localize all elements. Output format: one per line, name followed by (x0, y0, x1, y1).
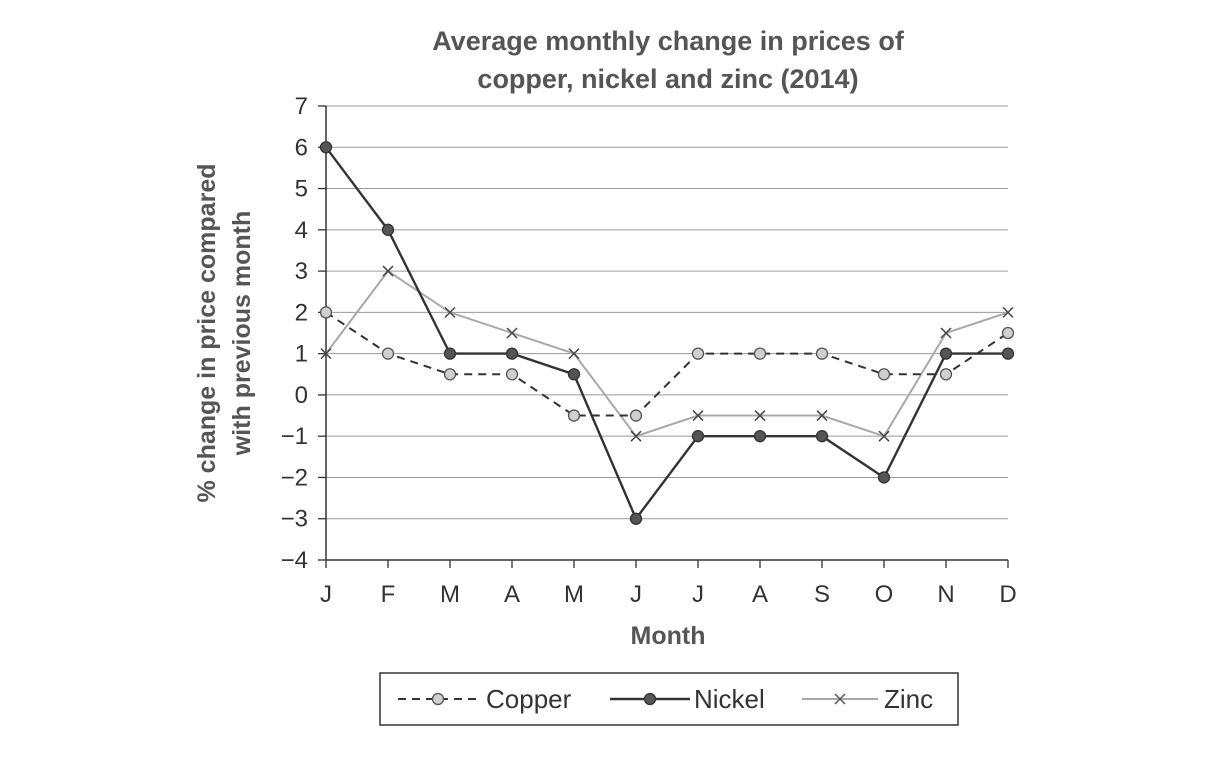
y-tick-label: 1 (295, 341, 308, 368)
y-tick-label: −1 (281, 423, 308, 450)
point-zinc (320, 348, 332, 360)
x-tick-label: J (692, 581, 704, 608)
y-tick-label: 6 (295, 134, 308, 161)
point-copper (381, 347, 395, 360)
x-tick-label: J (630, 581, 642, 608)
point-copper (1001, 326, 1015, 340)
point-zinc (506, 327, 518, 339)
point-copper (629, 409, 643, 422)
legend-label-nickel: Nickel (694, 684, 765, 714)
legend-entry-nickel: Nickel (610, 684, 765, 714)
y-tick-label: 0 (295, 382, 308, 409)
point-zinc (1002, 306, 1014, 318)
y-tick-label: 5 (295, 176, 308, 203)
point-zinc (382, 265, 394, 277)
chart-title-line-2: copper, nickel and zinc (2014) (477, 64, 858, 94)
x-axis-title: Month (631, 622, 706, 650)
x-tick-label: D (999, 581, 1016, 608)
y-tick-label: 7 (295, 93, 308, 120)
gridlines (326, 105, 1008, 520)
point-zinc (444, 306, 456, 318)
x-tick-label: O (875, 581, 894, 608)
chart-title-line-1: Average monthly change in prices of (432, 26, 905, 56)
point-nickel (939, 347, 953, 360)
y-tick-label: −4 (281, 547, 308, 574)
x-tick-label: S (814, 581, 830, 608)
y-tick-label: 2 (295, 299, 308, 326)
point-copper (939, 368, 953, 381)
point-nickel (753, 430, 767, 443)
y-tick-label: 4 (295, 217, 308, 244)
point-nickel (443, 347, 457, 360)
point-zinc (878, 430, 890, 442)
point-copper (753, 347, 767, 360)
point-zinc (816, 410, 828, 422)
x-tick-label: F (381, 581, 396, 608)
point-copper (815, 347, 829, 360)
x-tick-label: A (504, 581, 520, 608)
point-nickel (1001, 347, 1015, 360)
x-tick-label: A (752, 581, 768, 608)
y-tick-label: −3 (281, 506, 308, 533)
point-copper (319, 306, 333, 319)
legend: Copper Nickel Zinc (379, 672, 959, 726)
y-tick-label: 3 (295, 258, 308, 285)
series-line-nickel (325, 146, 1008, 522)
point-nickel (319, 141, 333, 154)
point-zinc (754, 410, 766, 422)
series-nickel (319, 141, 1015, 525)
legend-label-zinc: Zinc (884, 684, 933, 714)
point-copper (567, 409, 581, 422)
point-nickel (877, 471, 891, 484)
point-nickel (505, 347, 519, 360)
point-zinc (940, 327, 952, 339)
x-tick-label: M (440, 581, 460, 608)
x-tick-label: N (937, 581, 954, 608)
series-copper (319, 306, 1015, 422)
point-zinc (692, 410, 704, 422)
legend-marker-copper (431, 692, 445, 706)
point-copper (691, 347, 705, 360)
legend-entry-zinc: Zinc (802, 684, 933, 714)
point-nickel (815, 430, 829, 443)
legend-marker-zinc (834, 693, 846, 705)
point-nickel (691, 430, 705, 443)
point-nickel (567, 368, 581, 381)
series (319, 141, 1015, 525)
legend-entry-copper: Copper (398, 684, 572, 714)
point-zinc (568, 348, 580, 360)
y-axis-title-line-1: % change in price compared (193, 164, 221, 503)
y-axis-title-line-2: with previous month (228, 211, 256, 456)
legend-marker-nickel (643, 692, 657, 706)
y-tick-label: −2 (281, 464, 308, 491)
point-copper (877, 368, 891, 381)
series-line-zinc (325, 269, 1009, 438)
series-line-copper (325, 311, 1009, 417)
point-copper (443, 368, 457, 381)
point-nickel (381, 223, 395, 236)
legend-label-copper: Copper (486, 684, 572, 714)
x-tick-label: J (320, 581, 332, 608)
point-zinc (630, 430, 642, 442)
axes (318, 105, 1009, 568)
x-tick-label: M (564, 581, 584, 608)
point-copper (505, 368, 519, 381)
point-nickel (629, 512, 643, 525)
series-zinc (320, 265, 1014, 442)
y-tick-labels: 7 6 5 4 3 2 1 0 −1 −2 −3 −4 (281, 93, 308, 574)
